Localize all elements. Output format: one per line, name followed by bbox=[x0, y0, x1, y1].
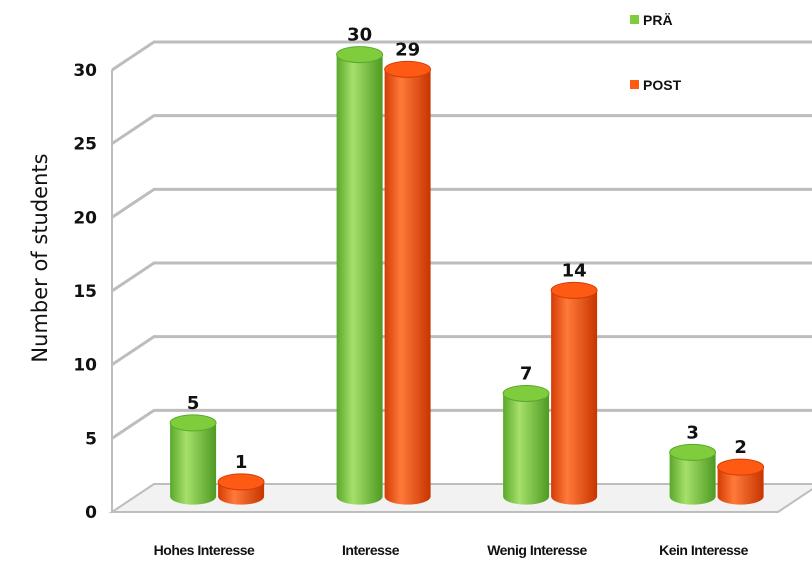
grid-lines bbox=[111, 40, 812, 440]
bar-body bbox=[551, 290, 598, 505]
y-tick-label: 30 bbox=[73, 61, 97, 81]
bar-body bbox=[170, 422, 217, 505]
bar-top bbox=[169, 414, 217, 432]
bar-top bbox=[669, 443, 717, 461]
data-label: 2 bbox=[734, 437, 747, 458]
category-label: Hohes Interesse bbox=[154, 542, 255, 558]
category-labels: Hohes Interesse Interesse Wenig Interesse K… bbox=[154, 542, 749, 558]
bar-body bbox=[336, 54, 383, 505]
y-tick-label: 15 bbox=[73, 282, 97, 302]
bar-top bbox=[502, 384, 550, 402]
y-tick-label: 0 bbox=[85, 503, 97, 523]
y-axis-label: Number of students bbox=[28, 153, 52, 362]
gridline bbox=[111, 261, 812, 293]
data-label: 7 bbox=[520, 363, 533, 384]
gridline bbox=[111, 114, 812, 145]
bar-body bbox=[669, 452, 716, 505]
legend-item: POST bbox=[630, 77, 682, 93]
bar-top bbox=[717, 458, 765, 476]
y-tick-label: 25 bbox=[73, 135, 97, 155]
data-label: 30 bbox=[347, 25, 372, 46]
chart-floor bbox=[108, 483, 812, 513]
bar-top bbox=[217, 473, 265, 491]
legend-item: PRÄ bbox=[630, 12, 673, 28]
bar-top bbox=[550, 281, 598, 299]
bar bbox=[217, 473, 265, 505]
gridline bbox=[111, 40, 812, 72]
data-label: 29 bbox=[395, 39, 420, 60]
data-label: 3 bbox=[686, 422, 699, 443]
legend-label: POST bbox=[643, 77, 682, 93]
legend-swatch bbox=[630, 15, 639, 24]
data-labels: 5 1 30 29 7 14 3 2 bbox=[187, 25, 747, 473]
bar bbox=[717, 458, 765, 505]
bar bbox=[502, 384, 550, 505]
gridline bbox=[111, 335, 812, 366]
bar bbox=[169, 414, 217, 505]
legend-swatch bbox=[630, 80, 639, 89]
data-label: 1 bbox=[235, 452, 248, 473]
bars bbox=[169, 46, 765, 505]
bar-body bbox=[717, 467, 764, 505]
legend-label: PRÄ bbox=[643, 12, 673, 28]
bar-top bbox=[384, 60, 432, 78]
y-tick-label: 10 bbox=[73, 356, 97, 376]
bar-top bbox=[336, 46, 384, 64]
category-label: Interesse bbox=[342, 542, 400, 558]
bar bbox=[669, 443, 717, 505]
bar-body bbox=[384, 69, 431, 505]
category-label: Kein Interesse bbox=[659, 542, 748, 558]
y-axis-ticks: 0 5 10 15 20 25 30 bbox=[73, 61, 97, 523]
bar bbox=[384, 60, 432, 505]
bar bbox=[336, 46, 384, 505]
bar-body bbox=[503, 393, 550, 505]
data-label: 14 bbox=[562, 260, 587, 281]
y-tick-label: 20 bbox=[73, 208, 97, 228]
gridline bbox=[111, 187, 812, 219]
category-label: Wenig Interesse bbox=[487, 542, 587, 558]
y-tick-label: 5 bbox=[85, 429, 97, 449]
data-label: 5 bbox=[187, 393, 200, 414]
bar bbox=[550, 281, 598, 505]
legend: PRÄ POST bbox=[630, 12, 682, 93]
gridline bbox=[111, 408, 812, 440]
